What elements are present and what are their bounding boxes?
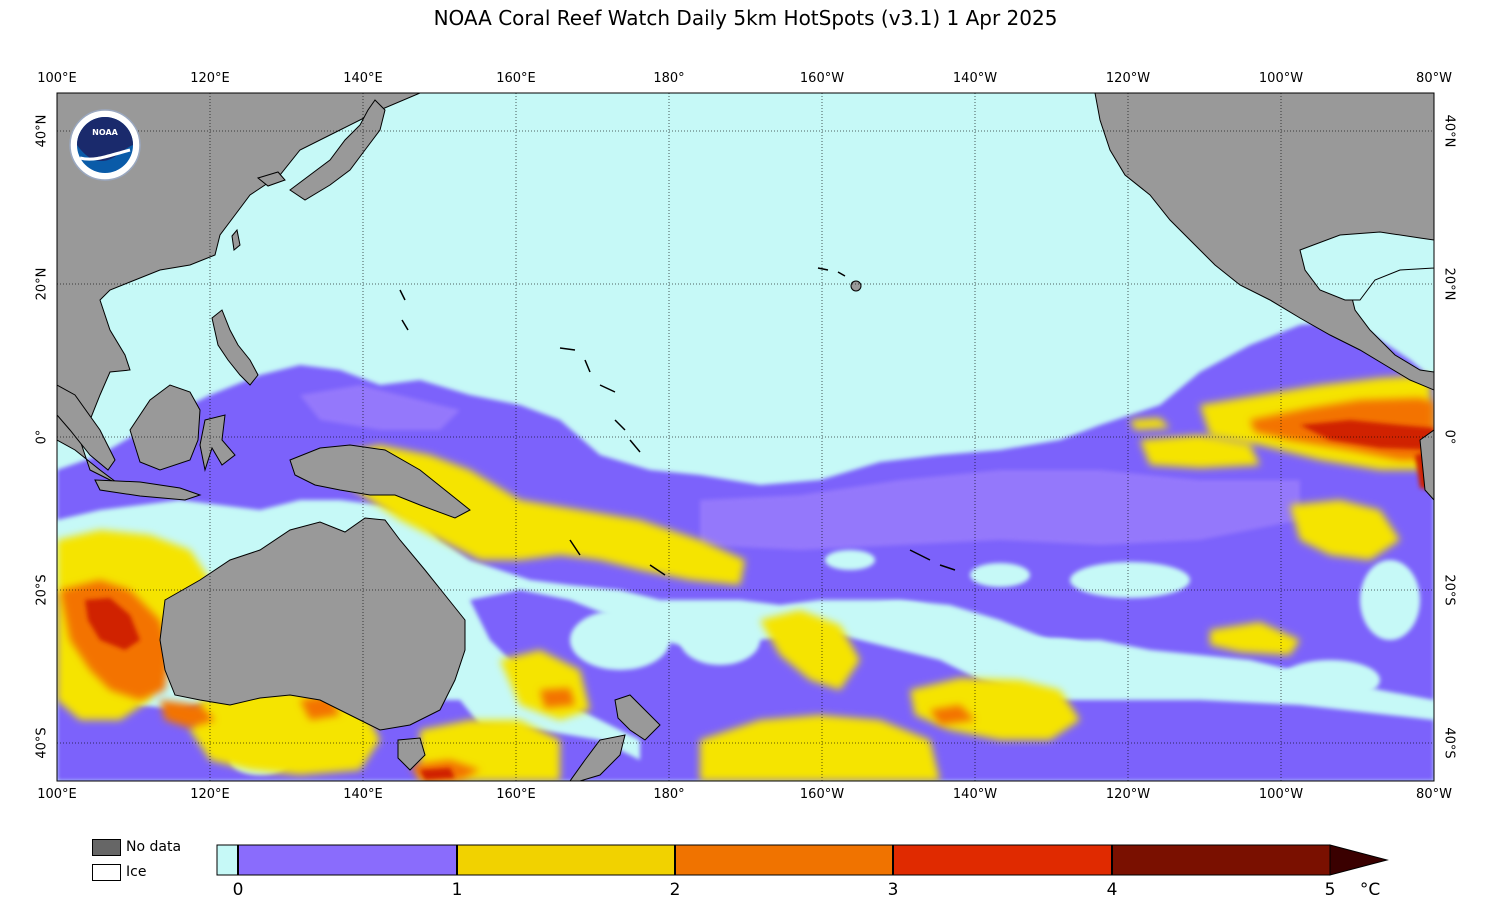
colorbar-tick-label: 5: [1324, 880, 1336, 900]
colorbar-tick-label: 4: [1106, 880, 1118, 900]
small-islands: [399, 267, 956, 576]
hotspot-band-light: [300, 385, 1300, 550]
lon-tick-top: 120°W: [1105, 71, 1151, 86]
lon-tick-top: 160°W: [799, 71, 845, 86]
lon-tick-bottom: 180°: [653, 787, 685, 802]
island-hawaii: [850, 280, 862, 292]
lon-tick-top: 180°: [653, 71, 685, 86]
lat-tick-left: 20°N: [34, 267, 50, 301]
lat-tick-right: 40°S: [1441, 727, 1457, 759]
lon-tick-top: 100°E: [37, 71, 77, 86]
lon-tick-bottom: 120°E: [190, 787, 230, 802]
lon-tick-bottom: 140°W: [952, 787, 998, 802]
colorbar-segment-4-5: [1112, 845, 1330, 875]
colorbar-frame: [216, 844, 1331, 876]
nodata-swatch: [92, 839, 121, 856]
ice-swatch: [92, 864, 121, 881]
lon-tick-bottom: 140°E: [343, 787, 383, 802]
land: [57, 93, 1434, 781]
colorbar-tick-label: 3: [887, 880, 899, 900]
lon-tick-top: 80°W: [1416, 71, 1452, 86]
logo-text: NOAA: [92, 128, 118, 137]
lat-tick-right: 40°N: [1441, 114, 1457, 148]
lon-tick-top: 100°W: [1258, 71, 1304, 86]
lon-tick-top: 140°E: [343, 71, 383, 86]
lon-tick-bottom: 80°W: [1416, 787, 1452, 802]
lon-tick-bottom: 100°W: [1258, 787, 1304, 802]
colorbar-extend-arrow: [1329, 844, 1389, 876]
ice-label: Ice: [126, 864, 147, 880]
lat-tick-left: 40°S: [34, 727, 50, 759]
lat-tick-left: 40°N: [34, 114, 50, 148]
lon-tick-bottom: 160°W: [799, 787, 845, 802]
lat-tick-right: 20°S: [1441, 574, 1457, 606]
lon-tick-bottom: 160°E: [496, 787, 536, 802]
gridlines: [57, 93, 1434, 781]
colorbar-tick-label: 0: [232, 880, 244, 900]
lat-tick-left: 0°: [34, 429, 50, 445]
lon-tick-top: 120°E: [190, 71, 230, 86]
lon-tick-top: 160°E: [496, 71, 536, 86]
colorbar-tick-label: 2: [669, 880, 681, 900]
lon-tick-top: 140°W: [952, 71, 998, 86]
colorbar-below-zero: [217, 845, 238, 875]
colorbar-unit: °C: [1359, 880, 1381, 900]
lon-tick-bottom: 100°E: [37, 787, 77, 802]
lat-tick-right: 20°N: [1441, 267, 1457, 301]
nodata-label: No data: [126, 839, 182, 855]
noaa-logo: NOAA: [69, 109, 141, 181]
colorbar-segment-3-4: [893, 845, 1112, 875]
colorbar-segment-2-3: [675, 845, 893, 875]
lat-tick-right: 0°: [1441, 429, 1457, 445]
lat-tick-left: 20°S: [34, 574, 50, 606]
colorbar-tick-label: 1: [451, 880, 463, 900]
colorbar-segment-1-2: [457, 845, 675, 875]
lon-tick-bottom: 120°W: [1105, 787, 1151, 802]
colorbar: [216, 844, 1389, 876]
colorbar-segment-0-1: [238, 845, 457, 875]
map-title: NOAA Coral Reef Watch Daily 5km HotSpots…: [433, 6, 1058, 30]
map-frame: [56, 92, 1435, 782]
